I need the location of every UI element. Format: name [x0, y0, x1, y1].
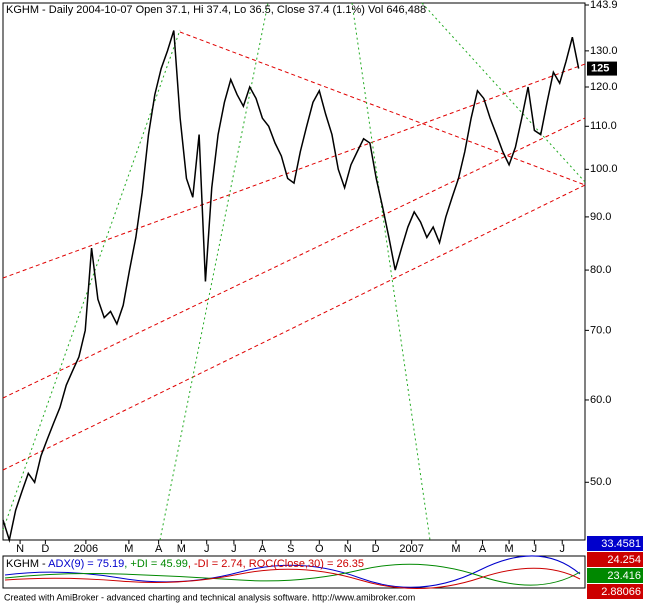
x-tick-label: 2006: [74, 543, 98, 555]
indicator-value-box: [587, 552, 643, 567]
indicator-lines: [4, 555, 581, 589]
x-tick-label: O: [315, 543, 324, 555]
x-tick-label: S: [287, 543, 294, 555]
y-tick-label: 120.0: [590, 81, 618, 93]
x-tick-label: A: [155, 543, 163, 555]
x-tick-label: D: [372, 543, 380, 555]
y-tick-label: 80.0: [590, 264, 611, 276]
indicator-value-box: [587, 584, 643, 599]
y-tick-label: 130.0: [590, 45, 618, 57]
indicator-part: , ROC(Close,30) = 26.35: [243, 558, 364, 570]
x-tick-label: J: [532, 543, 538, 555]
indicator-part: , +DI = 45.99: [124, 558, 188, 570]
y-tick-label: 100.0: [590, 163, 618, 175]
chart-title: KGHM - Daily 2004-10-07 Open 37.1, Hi 37…: [6, 4, 426, 16]
x-tick-label: M: [505, 543, 514, 555]
y-tick-label: 60.0: [590, 394, 611, 406]
indicator-frame: [2, 555, 586, 589]
indicator-part: ADX(9) = 75.19: [48, 558, 124, 570]
x-tick-label: J: [559, 543, 565, 555]
x-tick-label: M: [451, 543, 460, 555]
indicator-part: KGHM -: [6, 558, 48, 570]
last-value-box: [587, 61, 617, 76]
x-tick-label: J: [231, 543, 237, 555]
y-tick-label: 110.0: [590, 120, 617, 132]
x-tick-label: J: [204, 543, 210, 555]
y-tick-label: 90.0: [590, 211, 611, 223]
x-tick-label: N: [16, 543, 24, 555]
indicator-value-box: [587, 536, 643, 551]
x-tick-label: 2007: [399, 543, 423, 555]
x-tick-label: M: [124, 543, 133, 555]
plot-frame: [2, 2, 586, 541]
indicator-label: KGHM - ADX(9) = 75.19, +DI = 45.99, -DI …: [6, 558, 364, 570]
y-tick-label: 70.0: [590, 324, 611, 336]
indicator-value: 33.4581: [601, 538, 641, 550]
last-value-label: 125: [591, 62, 609, 74]
trend-lines: [2, 31, 586, 471]
x-tick-label: A: [479, 543, 487, 555]
y-tick-label: 143.9: [590, 0, 618, 11]
indicator-part: , -DI = 2.74: [188, 558, 243, 570]
indicator-value: 2.88066: [601, 586, 641, 598]
x-tick-label: A: [259, 543, 267, 555]
indicator-value-box: [587, 568, 643, 583]
gann-lines: [2, 2, 586, 541]
y-tick-label: 50.0: [590, 476, 611, 488]
indicator-value: 23.416: [607, 570, 641, 582]
x-tick-label: N: [344, 543, 352, 555]
x-tick-label: D: [41, 543, 49, 555]
price-line: [2, 30, 580, 543]
indicator-value: 24.254: [607, 554, 641, 566]
footer: Created with AmiBroker - advanced charti…: [4, 592, 415, 602]
x-tick-label: M: [177, 543, 186, 555]
